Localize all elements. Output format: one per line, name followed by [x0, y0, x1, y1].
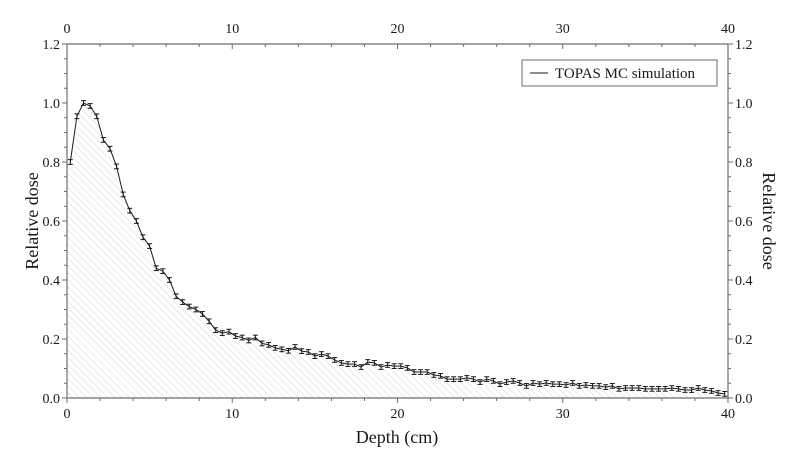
x-axis-title: Depth (cm) — [356, 427, 438, 448]
y-tick-label-left: 0.2 — [43, 333, 61, 348]
legend: TOPAS MC simulation — [521, 59, 718, 87]
x-tick-label-top: 20 — [391, 22, 405, 37]
y-tick-label-right: 1.2 — [735, 38, 753, 53]
dose-curve — [69, 102, 725, 395]
y-tick-label-left: 1.0 — [43, 97, 61, 112]
error-bars — [67, 100, 728, 397]
y-tick-label-left: 0.8 — [43, 156, 61, 171]
x-tick-label-top: 40 — [721, 22, 735, 37]
x-tick-label-bottom: 30 — [556, 407, 570, 422]
y-tick-label-right: 0.6 — [735, 215, 753, 230]
axes — [62, 43, 733, 403]
x-tick-label-bottom: 10 — [225, 407, 239, 422]
x-tick-label-bottom: 40 — [721, 407, 735, 422]
y-axis-title-right: Relative dose — [759, 172, 779, 269]
hatched-area — [67, 103, 728, 398]
y-tick-label-right: 0.4 — [735, 274, 753, 289]
x-tick-label-top: 0 — [64, 22, 71, 37]
area-fill — [67, 103, 728, 398]
y-tick-label-left: 0.0 — [43, 392, 61, 407]
y-tick-label-left: 1.2 — [43, 38, 61, 53]
x-tick-label-bottom: 20 — [391, 407, 405, 422]
y-tick-label-right: 0.8 — [735, 156, 753, 171]
x-tick-label-bottom: 0 — [64, 407, 71, 422]
x-tick-label-top: 30 — [556, 22, 570, 37]
legend-label: TOPAS MC simulation — [555, 66, 696, 82]
y-tick-label-right: 0.0 — [735, 392, 753, 407]
y-tick-label-left: 0.4 — [43, 274, 61, 289]
x-tick-label-top: 10 — [225, 22, 239, 37]
y-axis-title-left: Relative dose — [22, 172, 42, 269]
y-tick-label-left: 0.6 — [43, 215, 61, 230]
y-tick-label-right: 1.0 — [735, 97, 753, 112]
y-tick-label-right: 0.2 — [735, 333, 753, 348]
legend-box — [521, 59, 718, 87]
series-line — [69, 102, 725, 395]
